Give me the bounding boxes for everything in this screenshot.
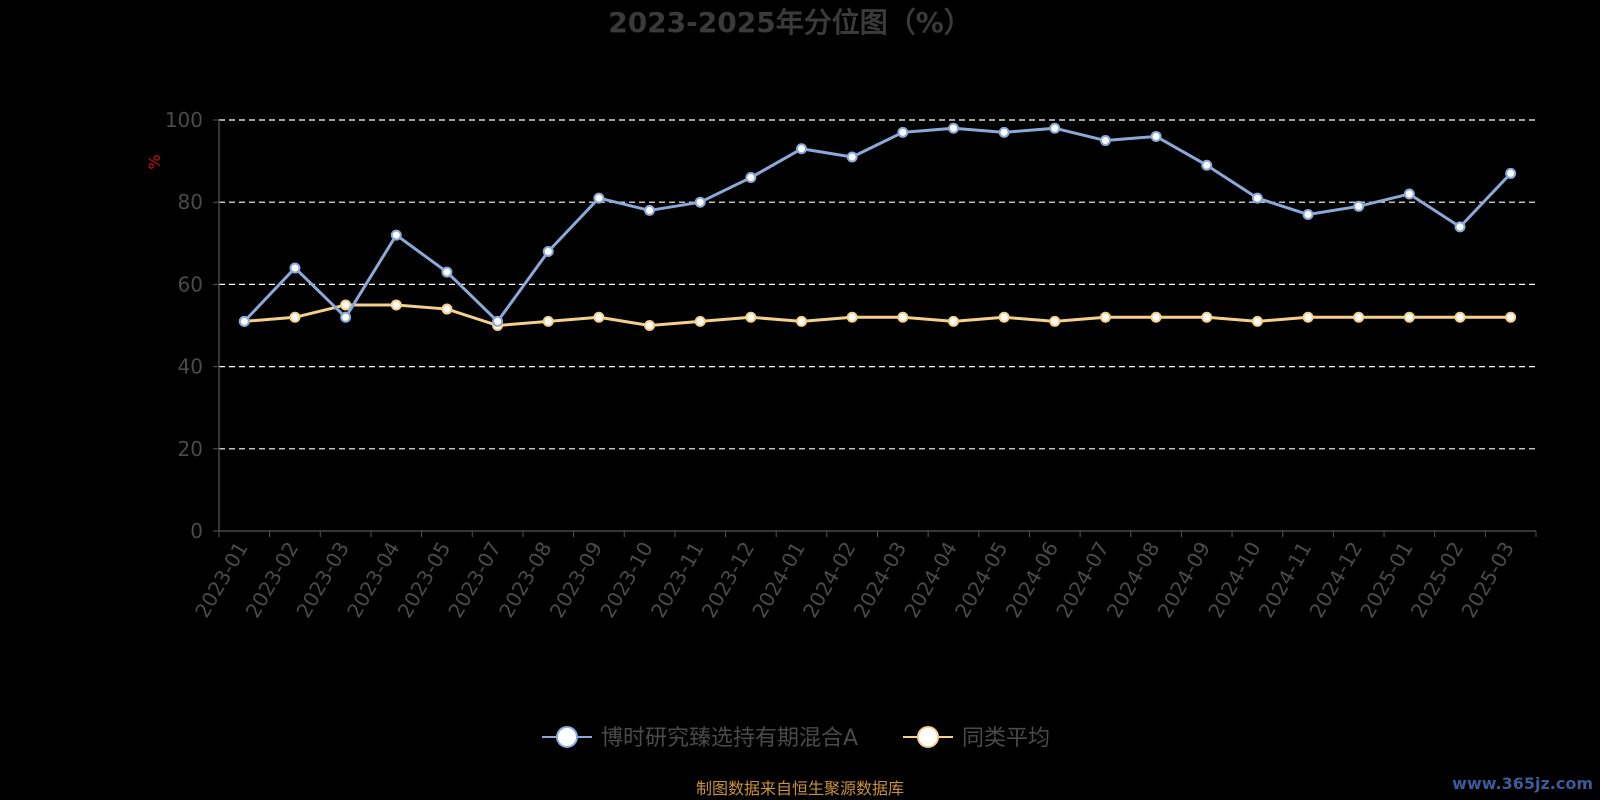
data-point[interactable] [1049, 122, 1061, 134]
data-point[interactable] [1049, 315, 1061, 327]
y-tick-label: 60 [178, 272, 203, 296]
data-point[interactable] [542, 246, 554, 258]
data-point[interactable] [1150, 311, 1162, 323]
data-point[interactable] [745, 311, 757, 323]
data-point[interactable] [1505, 311, 1517, 323]
data-point[interactable] [1251, 192, 1263, 204]
data-point[interactable] [390, 229, 402, 241]
y-axis-label: % [145, 154, 164, 169]
series-line-0 [243, 126, 1512, 323]
data-point[interactable] [1201, 159, 1213, 171]
data-point[interactable] [1454, 221, 1466, 233]
legend[interactable]: 博时研究臻选持有期混合A 同类平均 [542, 726, 1050, 751]
x-tick-labels: 2023-012023-022023-032023-042023-052023-… [190, 537, 1519, 621]
data-point[interactable] [1099, 135, 1111, 147]
data-point[interactable] [846, 151, 858, 163]
data-point[interactable] [998, 311, 1010, 323]
data-point[interactable] [1353, 200, 1365, 212]
y-tick-labels: 0 20 40 60 80 100 [165, 108, 203, 543]
data-point[interactable] [238, 315, 250, 327]
y-tick-label: 80 [178, 190, 203, 214]
data-point[interactable] [1201, 311, 1213, 323]
data-point[interactable] [897, 311, 909, 323]
legend-label-average: 同类平均 [962, 726, 1050, 751]
legend-item-fund[interactable]: 博时研究臻选持有期混合A [542, 726, 858, 751]
data-point[interactable] [998, 126, 1010, 138]
data-point[interactable] [796, 143, 808, 155]
legend-marker-average [917, 726, 939, 748]
data-point[interactable] [694, 315, 706, 327]
data-point[interactable] [441, 266, 453, 278]
data-point[interactable] [1353, 311, 1365, 323]
data-point[interactable] [289, 311, 301, 323]
y-tick-label: 100 [165, 108, 203, 132]
y-tick-label: 40 [178, 355, 203, 379]
grid-lines [219, 119, 1536, 450]
data-point[interactable] [390, 299, 402, 311]
data-point[interactable] [1454, 311, 1466, 323]
data-point[interactable] [492, 315, 504, 327]
data-point[interactable] [745, 172, 757, 184]
data-point[interactable] [947, 315, 959, 327]
data-point[interactable] [846, 311, 858, 323]
legend-item-average[interactable]: 同类平均 [903, 726, 1050, 751]
watermark: www.365jz.com [1452, 774, 1593, 793]
y-tick-label: 20 [178, 437, 203, 461]
series-line-1 [244, 303, 1511, 327]
data-point[interactable] [340, 311, 352, 323]
axes [213, 119, 1537, 537]
data-point[interactable] [593, 311, 605, 323]
data-point[interactable] [340, 299, 352, 311]
data-point[interactable] [1302, 209, 1314, 221]
data-point[interactable] [694, 196, 706, 208]
legend-marker-fund [556, 726, 578, 748]
data-point[interactable] [441, 303, 453, 315]
legend-label-fund: 博时研究臻选持有期混合A [601, 726, 858, 751]
data-point[interactable] [1251, 315, 1263, 327]
data-source-note: 制图数据来自恒生聚源数据库 [696, 779, 904, 798]
data-point[interactable] [542, 315, 554, 327]
chart-title: 2023-2025年分位图（%） [608, 6, 972, 39]
data-point[interactable] [1099, 311, 1111, 323]
data-point[interactable] [947, 122, 959, 134]
data-point[interactable] [1403, 311, 1415, 323]
data-point[interactable] [289, 262, 301, 274]
data-point[interactable] [1403, 188, 1415, 200]
data-point[interactable] [1302, 311, 1314, 323]
data-point[interactable] [644, 204, 656, 216]
data-point[interactable] [593, 192, 605, 204]
data-point[interactable] [644, 320, 656, 331]
series-lines [238, 122, 1517, 331]
data-point[interactable] [796, 315, 808, 327]
data-point[interactable] [1150, 130, 1162, 142]
y-tick-label: 0 [190, 519, 203, 543]
data-point[interactable] [1505, 167, 1517, 179]
data-point[interactable] [897, 126, 909, 138]
